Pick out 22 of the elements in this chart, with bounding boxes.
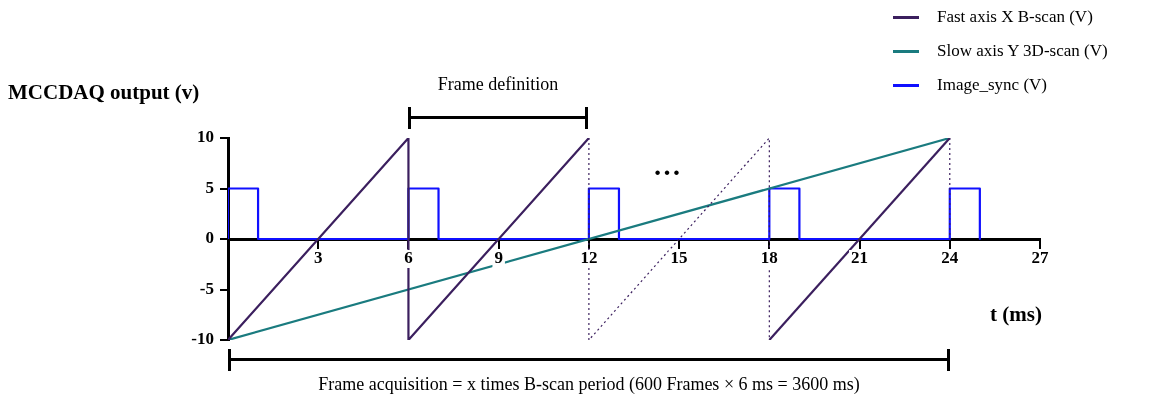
legend-label: Image_sync (V) xyxy=(937,75,1047,95)
x-tick-label: 27 xyxy=(1031,248,1049,268)
y-tick-label: -5 xyxy=(199,278,214,298)
x-tick-label: 6 xyxy=(404,248,413,268)
x-tick-label: 12 xyxy=(580,248,598,268)
annotation: … xyxy=(653,150,681,182)
x-tick-label: 9 xyxy=(494,248,503,268)
y-axis-title: MCCDAQ output (v) xyxy=(8,80,200,105)
text: Frame acquisition = x times B-scan period (600 Frames × 6 ms = 3600 ms) xyxy=(318,374,860,395)
y-tick-label: -10 xyxy=(191,329,214,349)
x-tick-label: 24 xyxy=(941,248,959,268)
x-tick-label: 18 xyxy=(760,248,778,268)
legend-label: Slow axis Y 3D-scan (V) xyxy=(937,41,1108,61)
x-tick-label: 21 xyxy=(851,248,869,268)
x-axis-title: t (ms) xyxy=(990,302,1042,327)
x-tick-label: 15 xyxy=(670,248,688,268)
text: Frame definition xyxy=(437,74,559,95)
y-tick-label: 0 xyxy=(205,228,214,248)
legend-label: Fast axis X B-scan (V) xyxy=(937,7,1093,27)
y-tick-label: 10 xyxy=(197,127,214,147)
x-tick-label: 3 xyxy=(313,248,323,268)
y-tick-label: 5 xyxy=(205,177,214,197)
